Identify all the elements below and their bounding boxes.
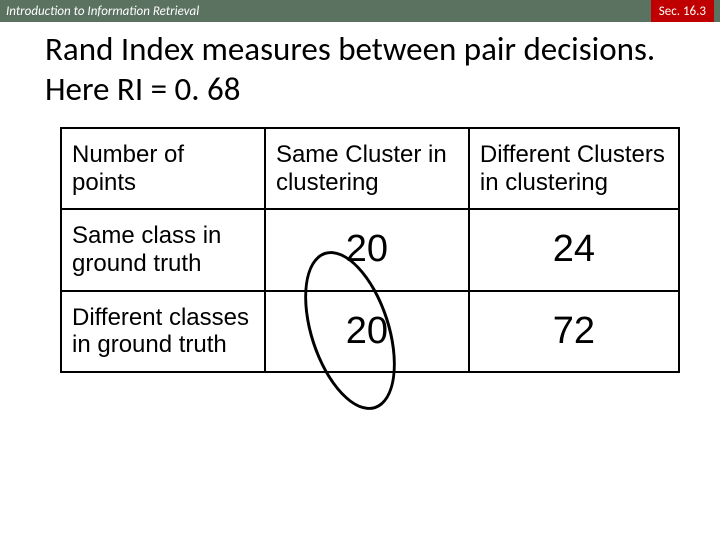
table-header-row: Number of points Same Cluster in cluster… — [61, 128, 679, 209]
value-cell: 20 — [265, 209, 469, 290]
value-cell: 24 — [469, 209, 679, 290]
header-cell-diff-cluster: Different Clusters in clustering — [469, 128, 679, 209]
table-row: Same class in ground truth 20 24 — [61, 209, 679, 290]
table-row: Different classes in ground truth 20 72 — [61, 291, 679, 372]
header-course-title: Introduction to Information Retrieval — [6, 4, 199, 19]
rand-index-table: Number of points Same Cluster in cluster… — [60, 127, 680, 373]
row-label-same-class: Same class in ground truth — [61, 209, 265, 290]
slide-title: Rand Index measures between pair decisio… — [0, 22, 720, 117]
value-cell: 20 — [265, 291, 469, 372]
value-cell: 72 — [469, 291, 679, 372]
header-cell-same-cluster: Same Cluster in clustering — [265, 128, 469, 209]
table-wrapper: Number of points Same Cluster in cluster… — [60, 127, 680, 373]
header-cell-points: Number of points — [61, 128, 265, 209]
header-bar: Introduction to Information Retrieval Se… — [0, 0, 720, 22]
header-section: Sec. 16.3 — [651, 0, 714, 22]
row-label-diff-class: Different classes in ground truth — [61, 291, 265, 372]
